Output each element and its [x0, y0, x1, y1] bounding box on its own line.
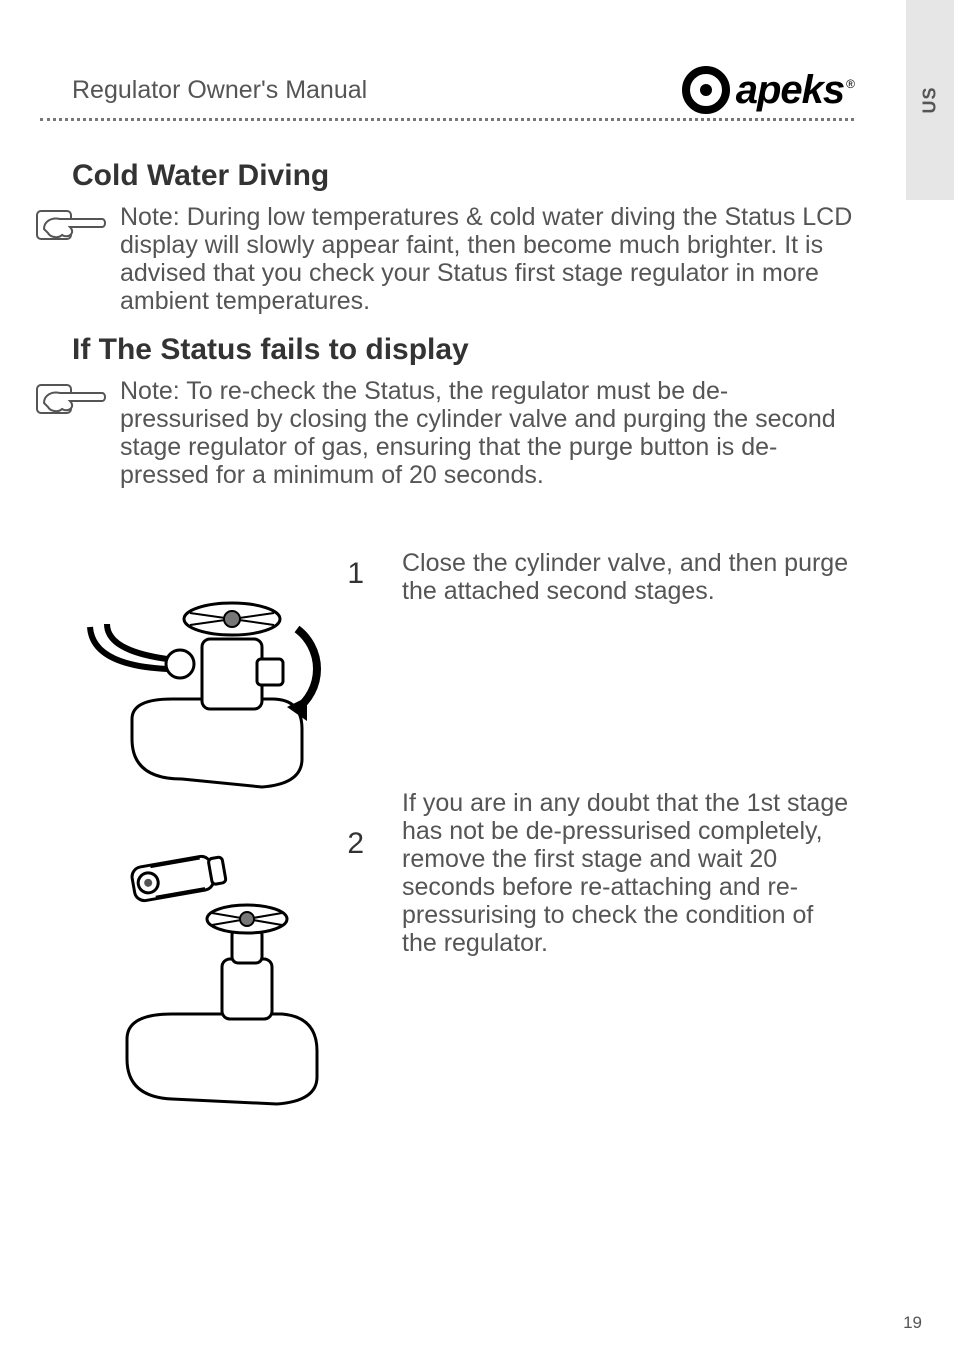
- document-title: Regulator Owner's Manual: [72, 76, 367, 105]
- header-divider: [40, 118, 854, 121]
- note-text-cold-water: Note: During low temperatures & cold wat…: [120, 203, 854, 315]
- step-caption: Close the cylinder valve, and then purge…: [402, 549, 854, 605]
- brand-logo: apeks®: [682, 66, 854, 114]
- brand-wordmark: apeks®: [736, 68, 854, 113]
- note-text-status-fail: Note: To re-check the Status, the regula…: [120, 377, 854, 489]
- cylinder-valve-close-illustration: [72, 549, 372, 809]
- section-heading-status-fail: If The Status fails to display: [72, 333, 854, 367]
- section-heading-cold-water: Cold Water Diving: [72, 159, 854, 193]
- note-block-status-fail: Note: To re-check the Status, the regula…: [72, 377, 854, 489]
- page-number: 19: [903, 1313, 922, 1333]
- step-figure-2: 2: [72, 819, 372, 1119]
- page-content: Cold Water Diving Note: During low tempe…: [72, 145, 854, 1129]
- step-row: 2: [72, 819, 854, 1119]
- language-tab-label: US: [920, 86, 941, 113]
- brand-ring-icon: [682, 66, 730, 114]
- step-caption: If you are in any doubt that the 1st sta…: [402, 789, 854, 957]
- step-number: 2: [347, 827, 364, 861]
- step-row: 1: [72, 549, 854, 809]
- note-block-cold-water: Note: During low temperatures & cold wat…: [72, 203, 854, 315]
- step-number: 1: [347, 557, 364, 591]
- first-stage-detached-illustration: [72, 819, 372, 1119]
- registered-mark: ®: [846, 77, 854, 91]
- page: US Regulator Owner's Manual apeks® Cold …: [0, 0, 954, 1361]
- page-header: Regulator Owner's Manual apeks®: [72, 66, 854, 114]
- step-figure-1: 1: [72, 549, 372, 809]
- pointing-hand-icon: [36, 205, 106, 245]
- pointing-hand-icon: [36, 379, 106, 419]
- language-tab: US: [906, 0, 954, 200]
- brand-name-text: apeks: [736, 68, 844, 112]
- steps-container: 1: [72, 549, 854, 1119]
